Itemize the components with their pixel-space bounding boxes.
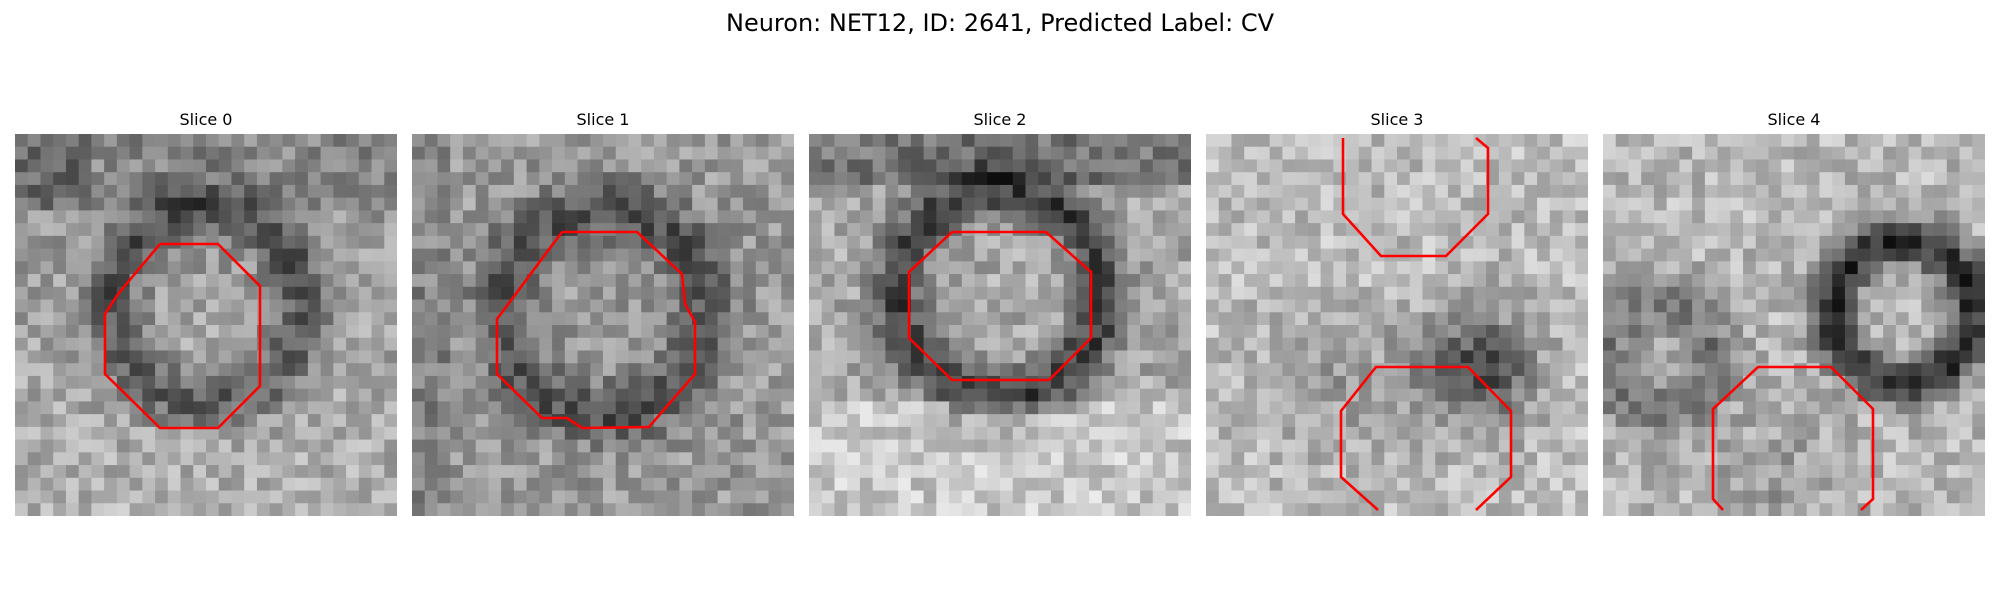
slice-panel-3: Slice 3 [1206,108,1588,516]
slice-panel-2: Slice 2 [809,108,1191,516]
figure-title: Neuron: NET12, ID: 2641, Predicted Label… [0,6,2000,40]
slice-title-4: Slice 4 [1603,108,1985,132]
pixel-grid [15,134,397,516]
pixel-grid [809,134,1191,516]
slice-title-1: Slice 1 [412,108,794,132]
slice-title-2: Slice 2 [809,108,1191,132]
slice-image-2 [809,134,1191,516]
slice-image-1 [412,134,794,516]
slice-title-0: Slice 0 [15,108,397,132]
slice-image-4 [1603,134,1985,516]
slice-panel-4: Slice 4 [1603,108,1985,516]
slice-title-3: Slice 3 [1206,108,1588,132]
pixel-grid [412,134,794,516]
pixel-grid [1206,134,1588,516]
pixel-grid [1603,134,1985,516]
slice-image-3 [1206,134,1588,516]
slice-panel-1: Slice 1 [412,108,794,516]
slice-panel-0: Slice 0 [15,108,397,516]
slice-image-0 [15,134,397,516]
